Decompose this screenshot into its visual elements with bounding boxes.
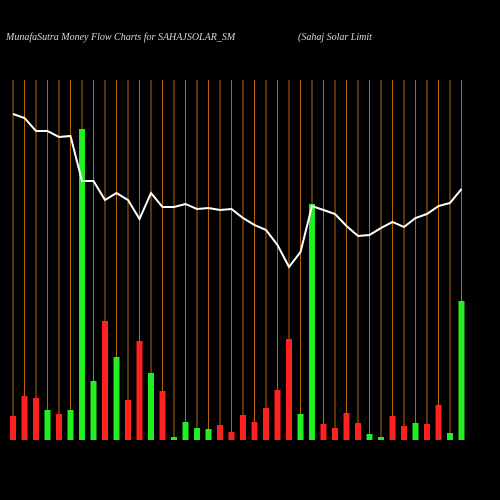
bar: [320, 424, 327, 440]
bar: [10, 416, 16, 440]
bar: [159, 391, 166, 440]
chart-subtitle: (Sahaj Solar Limit: [298, 32, 372, 43]
bar: [378, 437, 384, 440]
bar: [366, 434, 373, 440]
bar: [205, 429, 212, 440]
bar: [136, 341, 143, 440]
bar: [44, 410, 51, 440]
bar: [21, 396, 28, 440]
bar: [274, 390, 281, 440]
bar: [67, 410, 74, 440]
bar: [171, 437, 177, 440]
chart-title: MunafaSutra Money Flow Charts for SAHAJS…: [5, 32, 236, 43]
bar: [251, 422, 258, 440]
bar: [309, 204, 315, 440]
bar: [113, 357, 120, 440]
bar: [286, 339, 292, 440]
bar: [228, 432, 235, 440]
bar: [401, 426, 407, 440]
bar: [355, 423, 361, 440]
bar: [447, 433, 453, 440]
bar: [263, 408, 269, 440]
bar: [435, 405, 442, 440]
bar: [102, 321, 108, 440]
bar: [297, 414, 304, 440]
bar: [79, 129, 85, 440]
bar: [182, 422, 189, 440]
bar: [240, 415, 246, 440]
bar: [332, 428, 338, 440]
bar: [389, 416, 396, 440]
bar: [424, 424, 430, 440]
bar: [90, 381, 97, 440]
bar: [458, 301, 465, 440]
bar: [412, 423, 419, 440]
bar: [217, 425, 223, 440]
bar: [148, 373, 154, 440]
line: [12, 113, 463, 269]
bar: [125, 400, 131, 440]
bar: [33, 398, 39, 440]
bar: [194, 428, 200, 440]
bar: [343, 413, 350, 440]
bar: [56, 414, 62, 440]
